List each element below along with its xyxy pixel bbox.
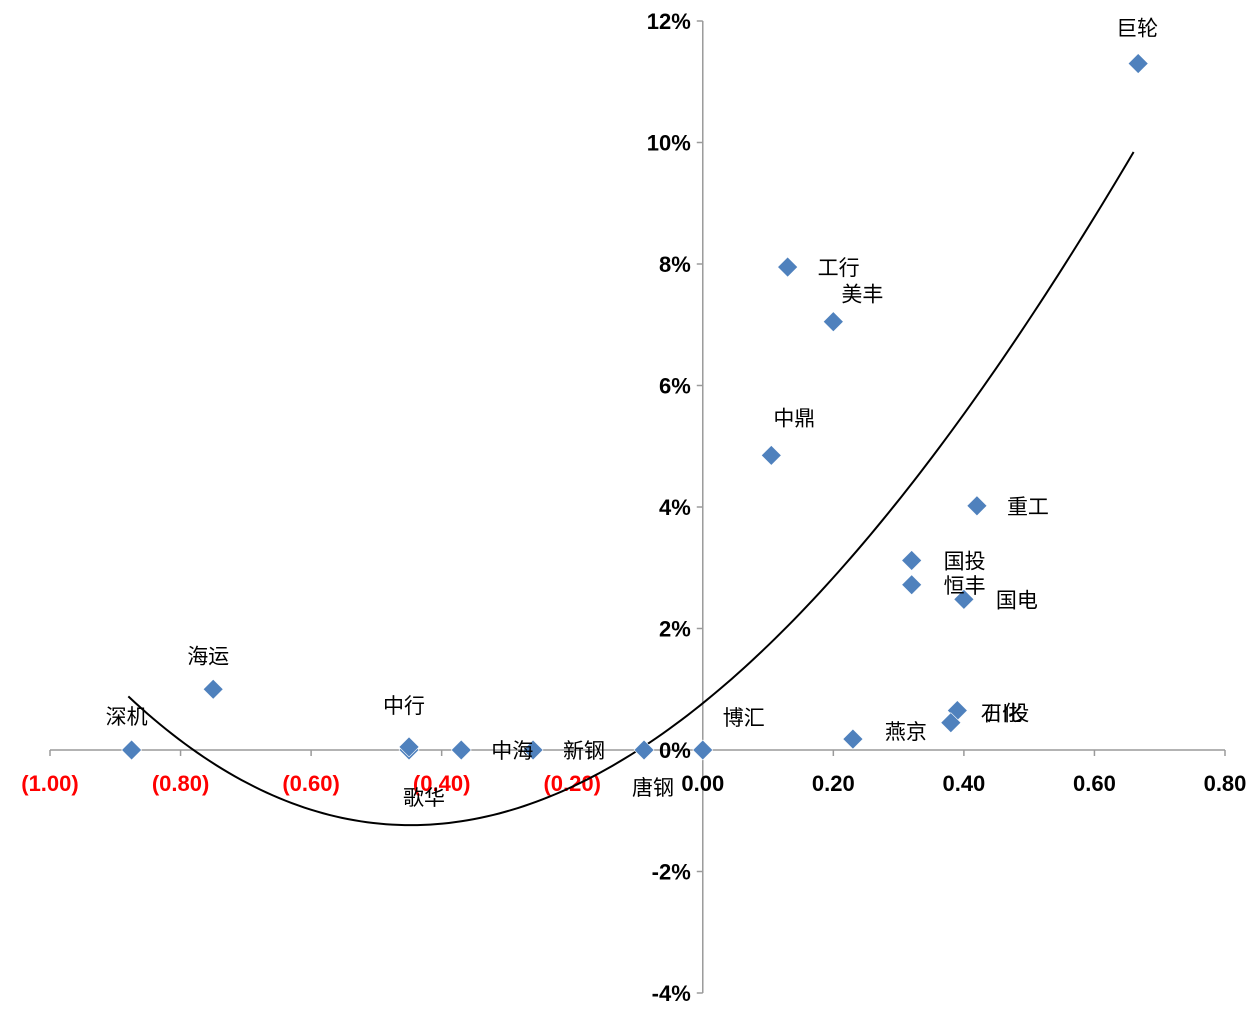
data-point: [822, 311, 844, 333]
point-label: 燕京: [885, 720, 927, 744]
trendline: [127, 151, 1135, 827]
x-tick-label: 0.60: [1073, 771, 1116, 796]
y-tick-label: -4%: [652, 981, 691, 1006]
x-tick-label: 0.20: [812, 771, 855, 796]
point-label: 深机: [106, 705, 148, 729]
point-label: 巨轮: [1116, 17, 1158, 41]
point-label: 恒丰: [944, 574, 986, 598]
x-tick-label: (0.20): [543, 771, 600, 796]
point-label: 工行: [818, 256, 860, 280]
y-tick-label: -2%: [652, 860, 691, 885]
point-label: 石化: [981, 702, 1023, 726]
y-tick-label: 12%: [647, 9, 691, 34]
data-point: [777, 256, 799, 278]
x-tick-label: 0.40: [942, 771, 985, 796]
point-label: 中鼎: [773, 406, 815, 430]
data-point: [953, 588, 975, 610]
x-tick-label: (0.60): [282, 771, 339, 796]
data-point: [202, 678, 224, 700]
point-label: 美丰: [841, 283, 883, 307]
trendline-group: [127, 151, 1135, 827]
point-label: 新钢: [563, 739, 605, 763]
data-point: [692, 739, 714, 761]
x-tick-label: (0.80): [152, 771, 209, 796]
x-tick-label: 0.80: [1204, 771, 1247, 796]
data-point: [121, 739, 143, 761]
x-tick-label: (0.40): [413, 771, 470, 796]
data-point: [522, 739, 544, 761]
point-label: 海运: [187, 644, 229, 668]
data-point: [940, 712, 962, 734]
point-label: 重工: [1007, 495, 1049, 519]
data-point: [760, 444, 782, 466]
data-point: [633, 739, 655, 761]
data-point: [450, 739, 472, 761]
point-label: 歌华: [403, 786, 445, 810]
data-point: [1127, 53, 1149, 74]
point-label: 中海: [491, 739, 533, 763]
y-tick-label: 10%: [647, 131, 691, 156]
x-tick-label: 0.00: [681, 771, 724, 796]
point-label: 中行: [383, 694, 425, 718]
y-tick-label: 6%: [659, 374, 691, 399]
point-label: 博汇: [723, 706, 765, 730]
data-point: [842, 728, 864, 750]
point-label: 川投: [987, 702, 1029, 726]
data-point: [966, 495, 988, 517]
y-tick-label: 0%: [659, 738, 691, 763]
data-points: [121, 53, 1149, 761]
point-label: 国电: [996, 588, 1038, 612]
data-point: [901, 550, 923, 571]
data-point: [398, 736, 420, 758]
data-point: [901, 574, 923, 596]
y-tick-label: 4%: [659, 495, 691, 520]
y-tick-label: 2%: [659, 617, 691, 642]
x-tick-label: (1.00): [21, 771, 78, 796]
axes: (1.00) (0.80) (0.60) (0.40) (0.20) 0.00 0.20 0.…: [21, 9, 1246, 1006]
point-label: 唐钢: [632, 776, 674, 800]
y-tick-label: 8%: [659, 252, 691, 277]
point-label: 国投: [944, 549, 986, 573]
